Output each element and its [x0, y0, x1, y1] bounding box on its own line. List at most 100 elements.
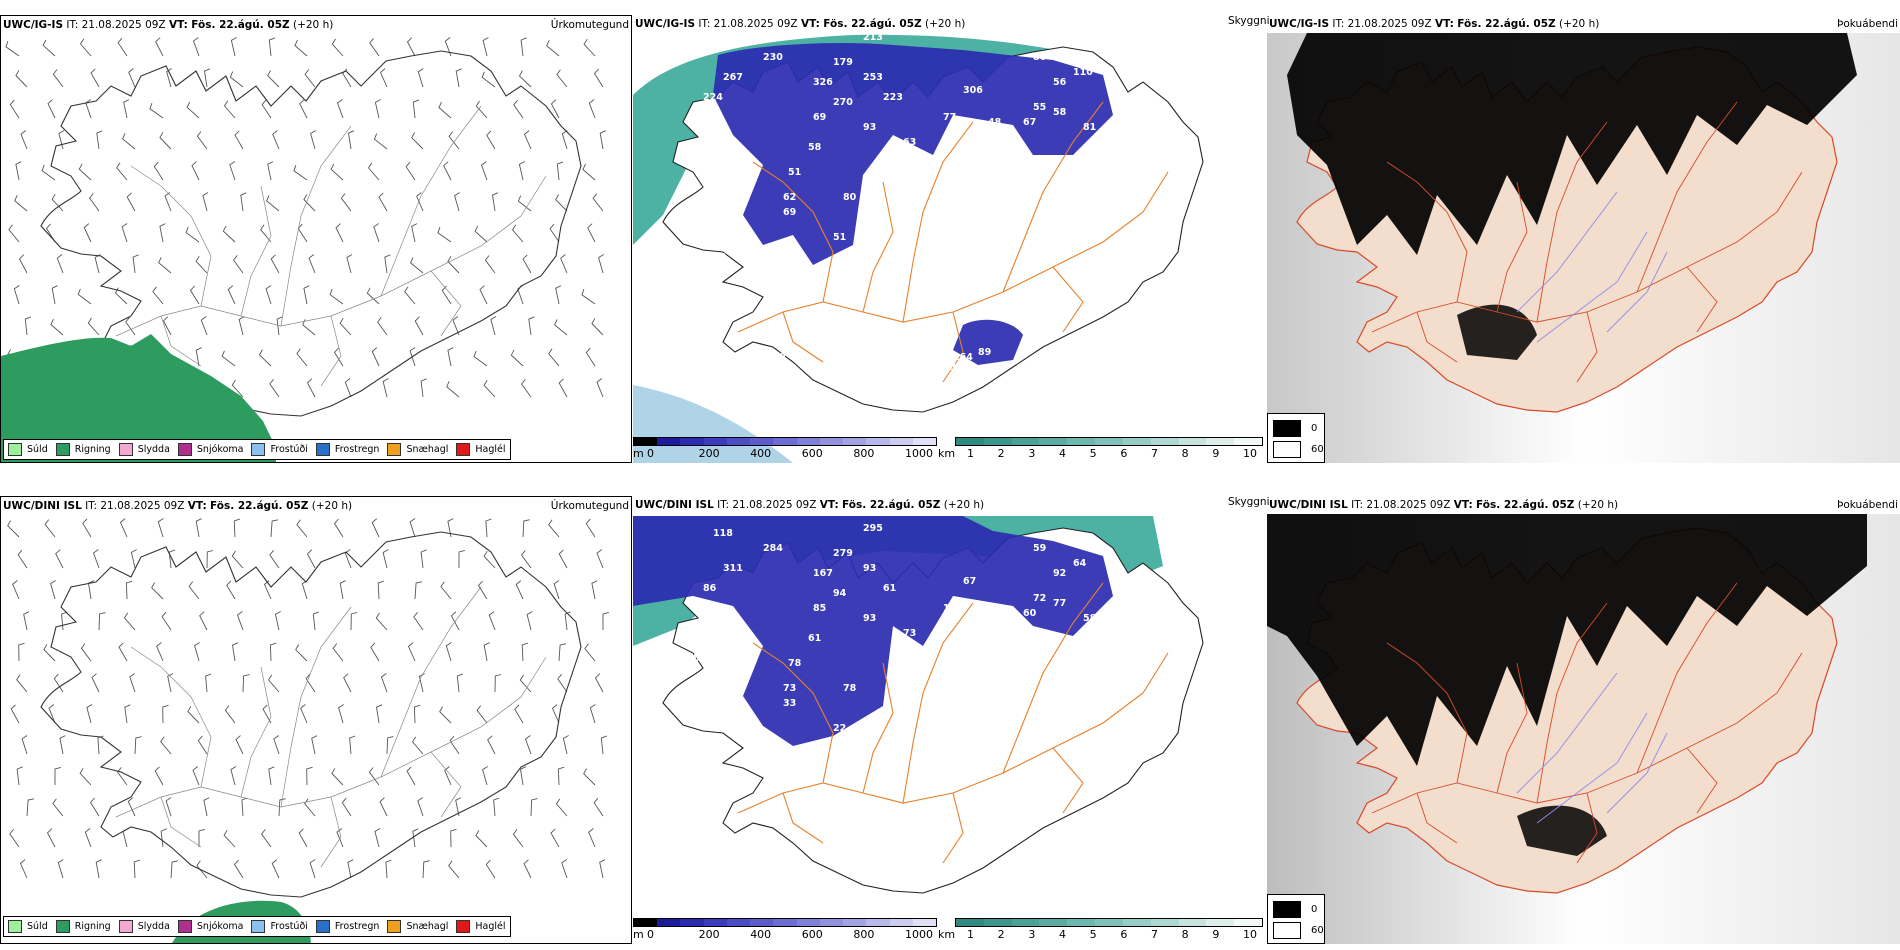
wind-barb: [373, 133, 388, 150]
wind-barb: [306, 766, 313, 786]
wind-barb: [223, 829, 236, 848]
cloud-base-color-step: [750, 438, 774, 445]
wind-barb: [599, 859, 606, 879]
wind-barb: [312, 611, 320, 631]
legend-item-rigning: Rigning: [55, 443, 111, 456]
cloud-base-value-label: 93: [863, 613, 876, 624]
wind-barb: [443, 161, 452, 181]
wind-barb: [380, 673, 388, 693]
wind-barb: [593, 68, 604, 88]
valid-time: Fös. 22.ágú. 05Z: [1476, 499, 1575, 511]
visibility-color-step: [1234, 919, 1262, 926]
wind-barb: [191, 161, 200, 181]
wind-barb: [596, 549, 604, 569]
cloud-base-color-step: [726, 438, 751, 445]
cloud-base-color-step: [889, 919, 913, 926]
wind-barb: [455, 68, 462, 88]
wind-barb: [338, 704, 344, 724]
wind-barb: [156, 642, 164, 662]
fog-legend-label: 0: [1311, 904, 1318, 915]
wind-barb: [83, 223, 92, 243]
legend-swatch: [315, 443, 330, 456]
wind-barb: [492, 192, 499, 212]
visibility-colorbar: km 1 2 3 4 5 6 7 8 9 10: [938, 918, 1265, 942]
wind-barb: [417, 68, 424, 88]
wind-barb: [262, 704, 272, 724]
wind-barb: [455, 797, 462, 817]
cloud-base-value-label: 60: [1023, 608, 1037, 619]
wind-barb: [269, 550, 280, 569]
wind-barb: [404, 286, 416, 305]
wind-barb: [598, 254, 604, 274]
visibility-tick: 5: [1089, 447, 1097, 460]
cloud-base-value-label: 94: [833, 588, 847, 599]
legend-label: Rigning: [74, 921, 111, 932]
wind-barb: [417, 797, 424, 817]
wind-barb: [8, 224, 20, 243]
wind-barb: [409, 347, 416, 367]
wind-barb: [294, 39, 308, 57]
wind-barb: [48, 704, 56, 724]
legend-label: Haglél: [475, 444, 506, 455]
wind-barb: [555, 194, 568, 212]
cloud-base-tick: 200: [698, 928, 720, 941]
wind-barb: [439, 706, 452, 724]
cloud-base-value-label: 58: [903, 157, 917, 168]
wind-barb: [227, 285, 236, 305]
wind-barb: [241, 797, 248, 817]
wind-barb: [446, 381, 460, 398]
legend-label: Haglél: [475, 921, 506, 932]
cloud-base-value-label: 104: [943, 603, 963, 614]
legend-item-frostúði: Frostúði: [251, 920, 308, 933]
wind-barb: [270, 519, 279, 538]
wind-barb: [304, 69, 316, 88]
wind-barb: [132, 254, 139, 274]
wind-barb: [561, 130, 568, 150]
wind-barb: [526, 611, 533, 631]
valid-time: Fös. 22.ágú. 05Z: [210, 500, 309, 512]
wind-barb: [226, 580, 236, 600]
wind-barb: [52, 798, 64, 817]
fog-legend-row: 0: [1273, 901, 1317, 918]
panel-header: UWC/DINI ISL IT: 21.08.2025 09Z VT: Fös.…: [635, 499, 985, 511]
wind-barb: [407, 642, 416, 662]
legend-swatch: [55, 443, 70, 456]
wind-barb: [548, 348, 560, 367]
wind-barb: [58, 130, 65, 150]
wind-barb: [560, 254, 568, 274]
wind-barb: [473, 350, 488, 367]
wind-barb: [90, 68, 100, 88]
visibility-tick: 8: [1181, 447, 1189, 460]
wind-barb: [600, 735, 608, 755]
wind-barb: [260, 224, 272, 243]
legend-item-haglél: Haglél: [456, 443, 506, 456]
visibility-tick: 3: [1028, 447, 1036, 460]
visibility-tick: 9: [1212, 447, 1220, 460]
legend-label: Frostregn: [334, 444, 380, 455]
cloud-base-value-label: 112: [1023, 157, 1043, 168]
cloud-base-color-step: [912, 438, 937, 445]
wind-barb: [82, 518, 92, 538]
wind-barb: [229, 161, 236, 181]
cloud-base-value-label: 95: [693, 162, 706, 173]
wind-barb: [584, 643, 596, 662]
wind-barb: [583, 38, 596, 57]
wind-barb: [87, 317, 100, 336]
wind-barb: [493, 797, 500, 817]
cloud-base-value-label: 59: [1033, 543, 1046, 554]
wind-barb: [382, 549, 389, 569]
wind-barb: [188, 581, 200, 600]
wind-barb: [551, 704, 560, 724]
wind-barb: [308, 254, 316, 274]
wind-barb: [413, 704, 421, 724]
cloud-base-value-label: 92: [1053, 568, 1066, 579]
legend-swatch: [8, 920, 22, 933]
fog-legend-label: 60: [1311, 925, 1324, 936]
wind-barb: [187, 706, 200, 724]
wind-barb: [157, 518, 164, 538]
wind-barb: [331, 38, 344, 57]
wind-barb: [522, 254, 532, 274]
legend-swatch: [118, 920, 133, 933]
